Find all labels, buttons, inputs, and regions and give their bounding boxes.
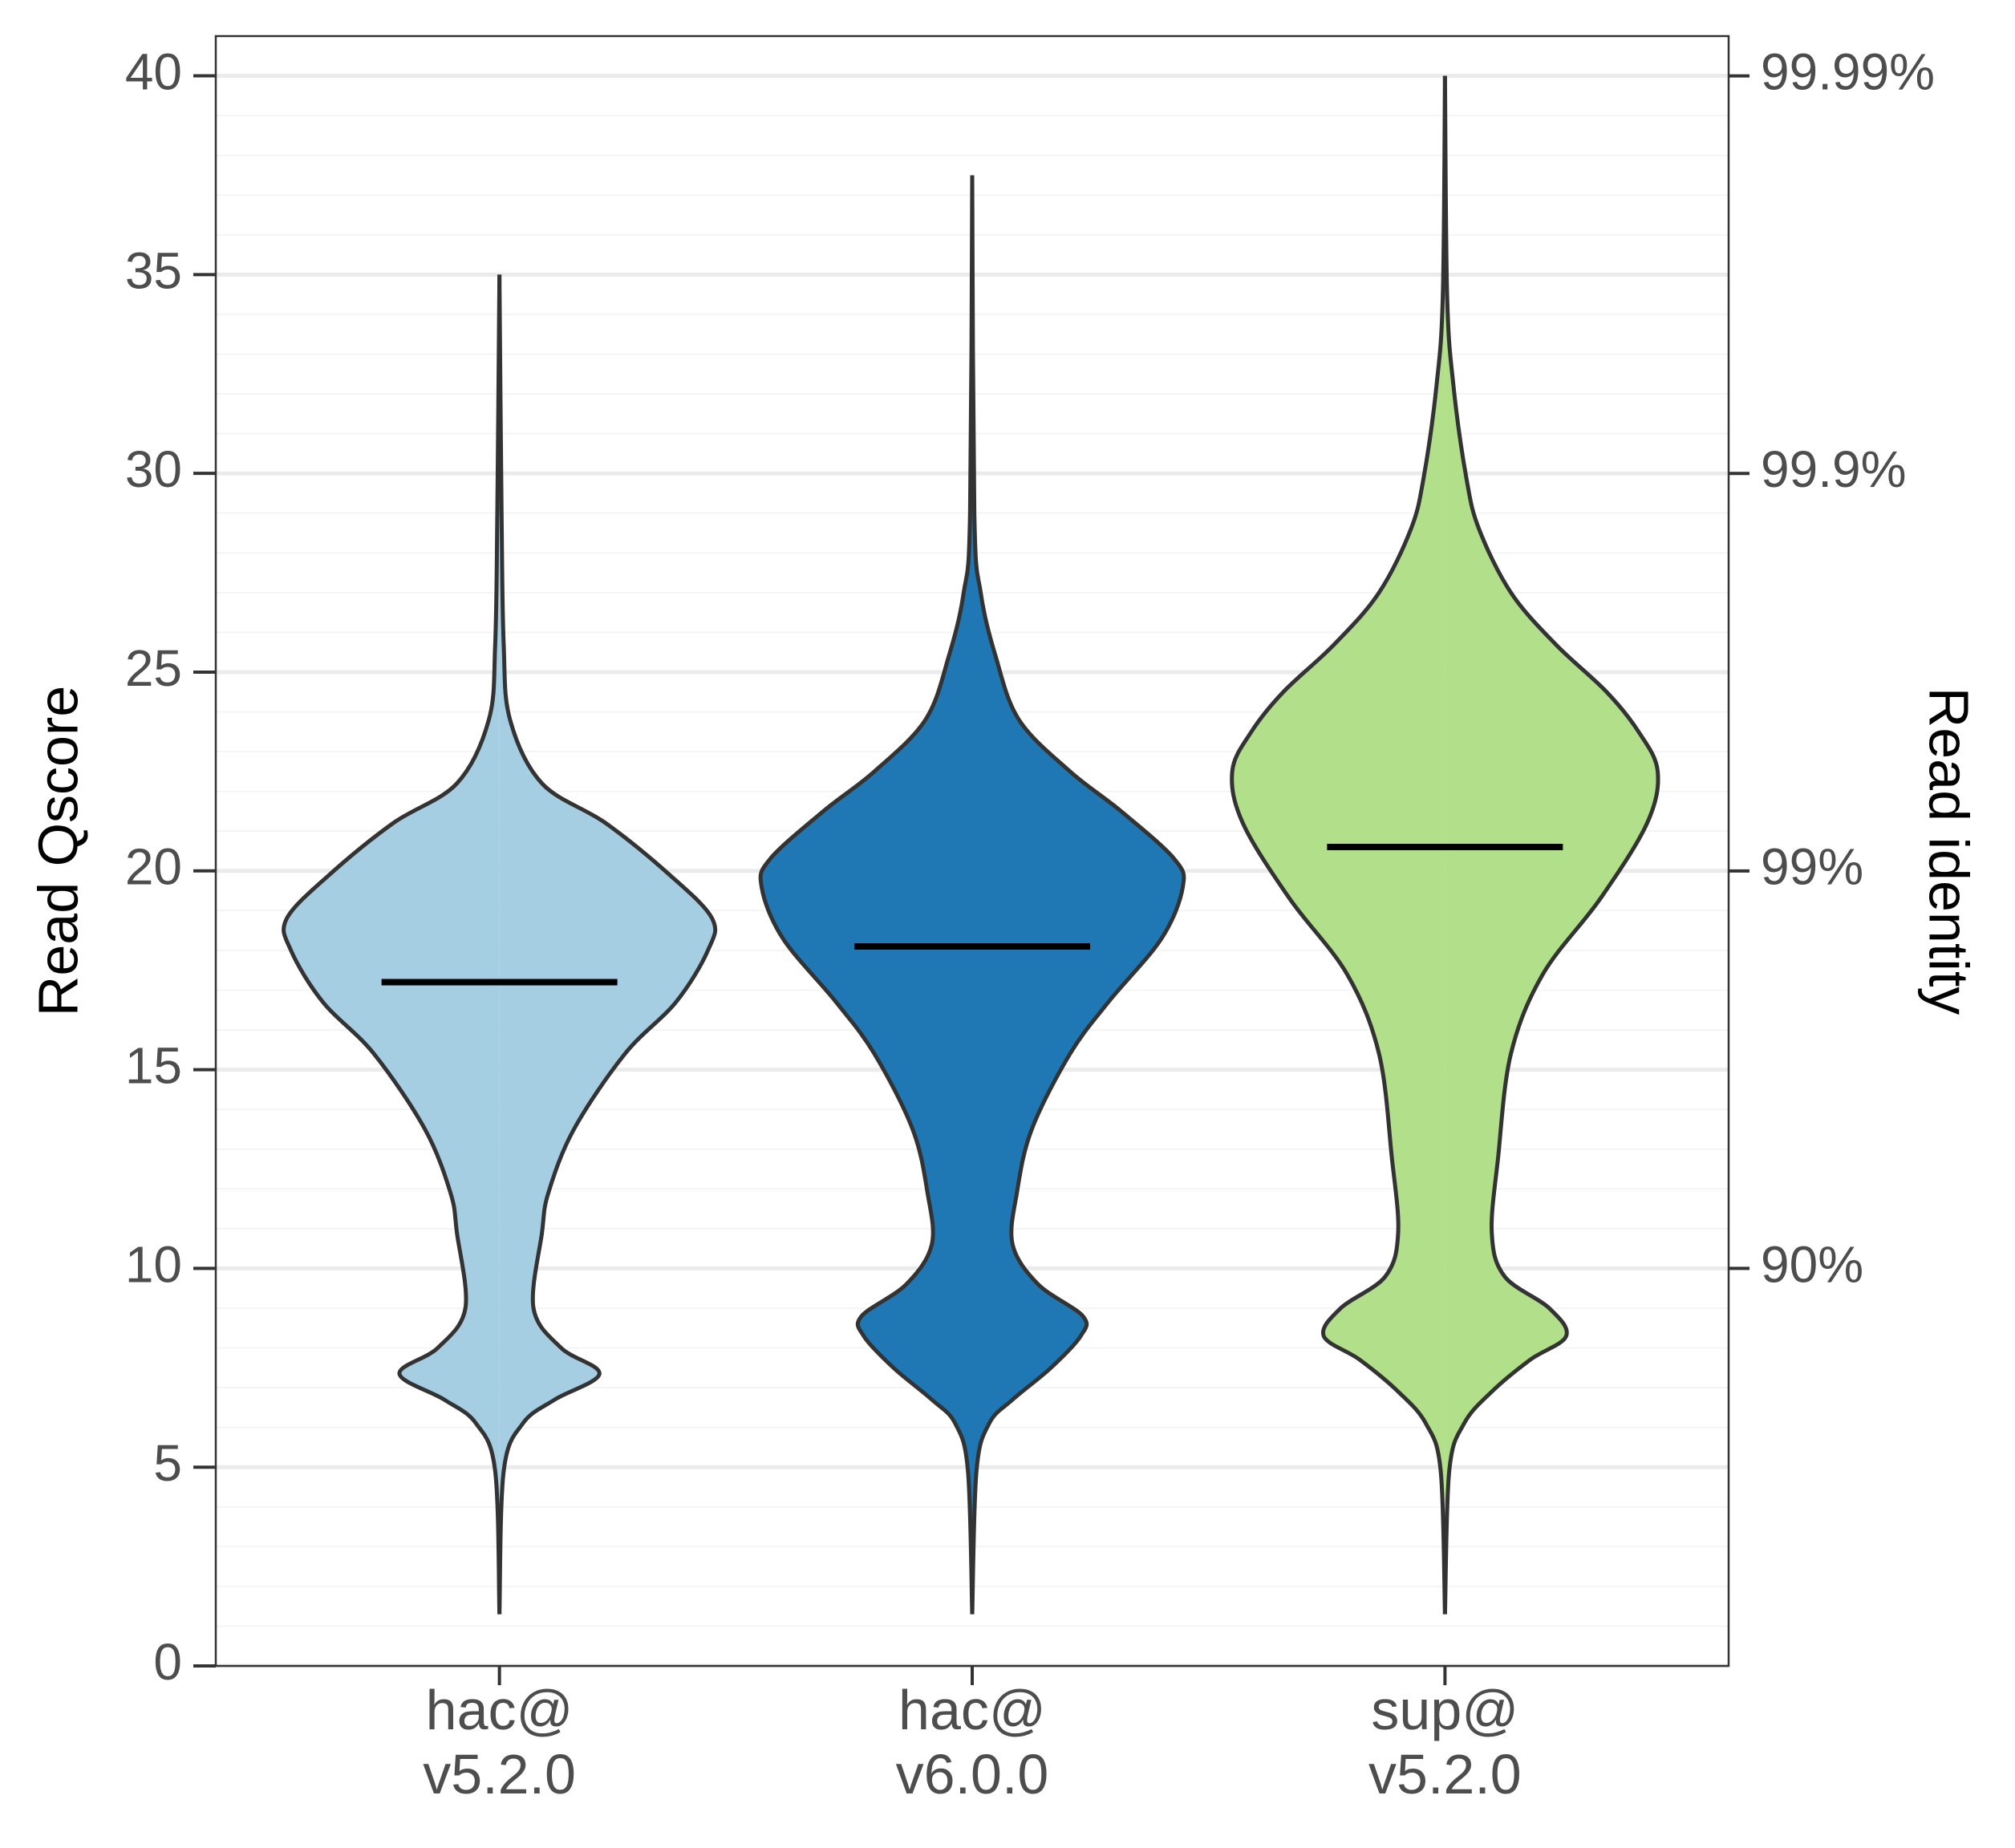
violin-outline [282,274,502,1615]
x-tick-label: sup@ v5.2.0 [1368,1679,1522,1805]
y-tick-label: 20 [125,838,182,896]
violin-outline [1230,75,1447,1615]
x-tick-label: hac@ v6.0.0 [895,1679,1049,1805]
violin-outline [970,175,1186,1615]
y-tick-label: 30 [125,440,182,498]
y-tick-label: 0 [153,1633,182,1691]
y2-tick-label: 99.99% [1761,43,1935,101]
y2-tick-label: 99.9% [1761,440,1906,498]
violin-half [499,274,716,1615]
violin-outline [497,274,718,1615]
violin-half [283,274,500,1615]
y2-tick-label: 99% [1761,838,1863,896]
y-tick-label: 10 [125,1235,182,1293]
y-tick-label: 35 [125,241,182,299]
y-tick-label: 5 [153,1434,182,1492]
y-tick-label: 40 [125,43,182,100]
violin-outline [758,175,975,1615]
y-tick-label: 25 [125,639,182,697]
y-tick-label: 15 [125,1036,182,1094]
violin-half [760,175,972,1615]
x-tick-label: hac@ v5.2.0 [423,1679,576,1805]
violin-half [972,175,1184,1615]
y2-tick-label: 90% [1761,1235,1863,1293]
violin-outline [1442,75,1660,1615]
y-axis-title: Read Qscore [26,686,89,1016]
y2-axis-title: Read identity [1918,687,1981,1015]
